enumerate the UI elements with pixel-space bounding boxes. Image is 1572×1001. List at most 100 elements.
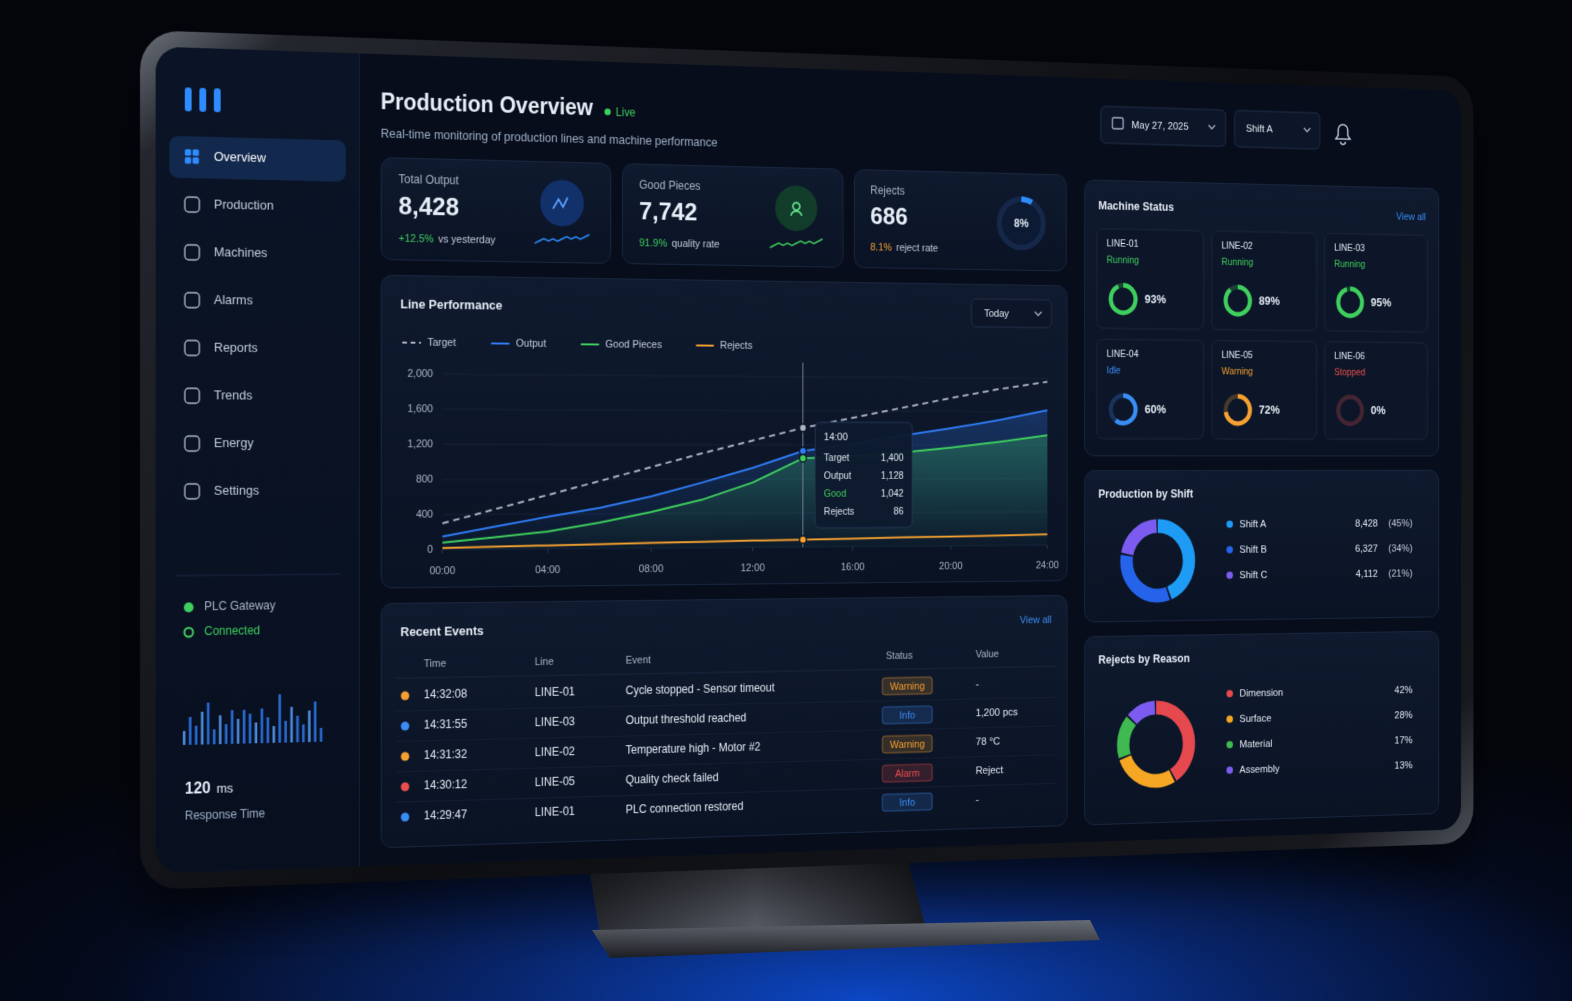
nav-item[interactable]: Energy	[185, 435, 254, 451]
y-tick-label: 400	[416, 509, 433, 521]
kpi-card: Total Output 8,428 +12.5% vs yesterday	[380, 157, 612, 264]
machine-name: LINE-02	[1222, 241, 1253, 252]
machine-value: 72%	[1259, 403, 1280, 417]
status-label: Info	[899, 710, 915, 722]
legend-label: Surface	[1239, 713, 1271, 725]
legend-value: 42%	[1394, 684, 1412, 695]
nav-item[interactable]: Production	[185, 196, 274, 213]
machine-tile[interactable]: LINE-04 Idle 60%	[1097, 339, 1204, 439]
event-value: Reject	[976, 765, 1004, 777]
legend-label: Rejects	[720, 340, 753, 352]
nav-icon	[185, 149, 192, 157]
x-tick-label: 00:00	[430, 565, 456, 577]
kpi-value: 8,428	[399, 192, 460, 221]
nav-item[interactable]: Trends	[185, 388, 253, 404]
latency-bar	[230, 710, 234, 744]
view-all-link[interactable]: View all	[1396, 211, 1426, 223]
nav-item[interactable]: Reports	[185, 340, 258, 356]
page-title: Production Overview	[381, 88, 594, 120]
machine-status: Running	[1107, 255, 1140, 266]
nav-item[interactable]: Settings	[185, 483, 259, 499]
response-value: 120	[185, 780, 211, 798]
view-all-link[interactable]: View all	[1020, 614, 1052, 626]
machine-status: Running	[1222, 257, 1254, 268]
tooltip-name: Output	[824, 471, 851, 482]
legend-label: Output	[516, 338, 546, 350]
legend-share: (21%)	[1388, 568, 1412, 579]
production-by-shift-card-canvas: Production by Shift Shift A 8,428 (45%) Shif…	[1085, 488, 1413, 624]
x-tick-label: 12:00	[741, 562, 765, 574]
machine-name: LINE-04	[1107, 349, 1139, 360]
event-text: Temperature high - Motor #2	[626, 740, 761, 757]
machine-name: LINE-05	[1222, 350, 1253, 360]
range-picker[interactable]: Today	[971, 299, 1051, 328]
event-dot	[400, 691, 410, 701]
nav-item[interactable]: Alarms	[185, 292, 253, 308]
kpi-card: Rejects 686 8.1% reject rate 8%	[853, 169, 1068, 272]
nav-label: Energy	[214, 435, 254, 450]
kpi-label: Rejects	[870, 184, 905, 198]
nav-item[interactable]: Overview	[169, 135, 346, 182]
latency-bar	[308, 710, 311, 743]
nav-label: Reports	[214, 340, 258, 355]
tooltip-value: 1,128	[881, 471, 904, 481]
kpi-value: 686	[870, 203, 907, 230]
latency-bar	[242, 709, 246, 744]
x-tick-label: 08:00	[639, 563, 664, 575]
machine-tile[interactable]: LINE-06 Stopped 0%	[1325, 342, 1428, 440]
legend-dot	[1226, 689, 1233, 698]
machine-tile[interactable]: LINE-02 Running 89%	[1212, 231, 1317, 331]
hover-marker	[799, 455, 806, 463]
machine-status: Warning	[1222, 367, 1254, 377]
event-time: 14:29:47	[424, 808, 467, 823]
divider	[175, 574, 340, 576]
legend-share: (34%)	[1388, 543, 1412, 554]
tile-bg	[1097, 229, 1204, 330]
machine-tile[interactable]: LINE-03 Running 95%	[1325, 233, 1428, 332]
monitor: PLC Gateway Connected 120 ms Response Ti…	[140, 30, 1474, 890]
event-line: LINE-03	[535, 715, 576, 730]
response-label: Response Time	[185, 806, 266, 822]
legend-value: 28%	[1394, 709, 1412, 720]
date-text: May 27, 2025	[1131, 120, 1188, 133]
nav-item[interactable]: Machines	[185, 244, 268, 261]
card-title: Line Performance	[400, 297, 502, 313]
status-dot	[183, 602, 194, 613]
logo-bar	[199, 87, 207, 112]
logo-bar	[213, 88, 221, 113]
machine-status: Stopped	[1334, 368, 1365, 378]
legend-label: Material	[1239, 738, 1272, 750]
latency-bar	[206, 702, 210, 745]
row-rule	[396, 755, 1056, 772]
hover-marker	[799, 447, 806, 455]
card-title: Production by Shift	[1098, 488, 1193, 501]
x-tick-label: 24:00	[1036, 560, 1059, 571]
status-label: Warning	[890, 739, 925, 751]
machine-status: Idle	[1107, 366, 1121, 376]
latency-bar	[296, 715, 299, 743]
kpi-delta: +12.5%	[399, 233, 434, 246]
dashboard: PLC Gateway Connected 120 ms Response Ti…	[155, 46, 1461, 874]
machine-value: 60%	[1145, 402, 1167, 416]
bell-icon[interactable]	[1336, 124, 1350, 144]
tooltip-value: 86	[894, 507, 904, 517]
tooltip-value: 1,042	[881, 489, 904, 500]
machine-value: 93%	[1145, 292, 1167, 306]
legend-label: Shift C	[1239, 569, 1267, 580]
date-picker[interactable]: May 27, 2025	[1101, 106, 1226, 146]
legend-value: 13%	[1394, 760, 1412, 771]
machine-value: 89%	[1259, 294, 1280, 308]
shift-picker[interactable]: Shift A	[1235, 110, 1320, 149]
kpi-label: Total Output	[399, 172, 460, 187]
column-header: Value	[976, 649, 999, 661]
event-value: -	[976, 679, 979, 690]
kpi-card-canvas: Rejects 686 8.1% reject rate 8%	[870, 184, 1068, 272]
nav-label: Machines	[214, 245, 268, 261]
tooltip-name: Target	[824, 453, 849, 463]
machine-tile[interactable]: LINE-01 Running 93%	[1097, 229, 1204, 330]
y-tick-label: 800	[416, 473, 433, 485]
status-label: Alarm	[895, 768, 920, 780]
machine-tile[interactable]: LINE-05 Warning 72%	[1212, 340, 1317, 439]
